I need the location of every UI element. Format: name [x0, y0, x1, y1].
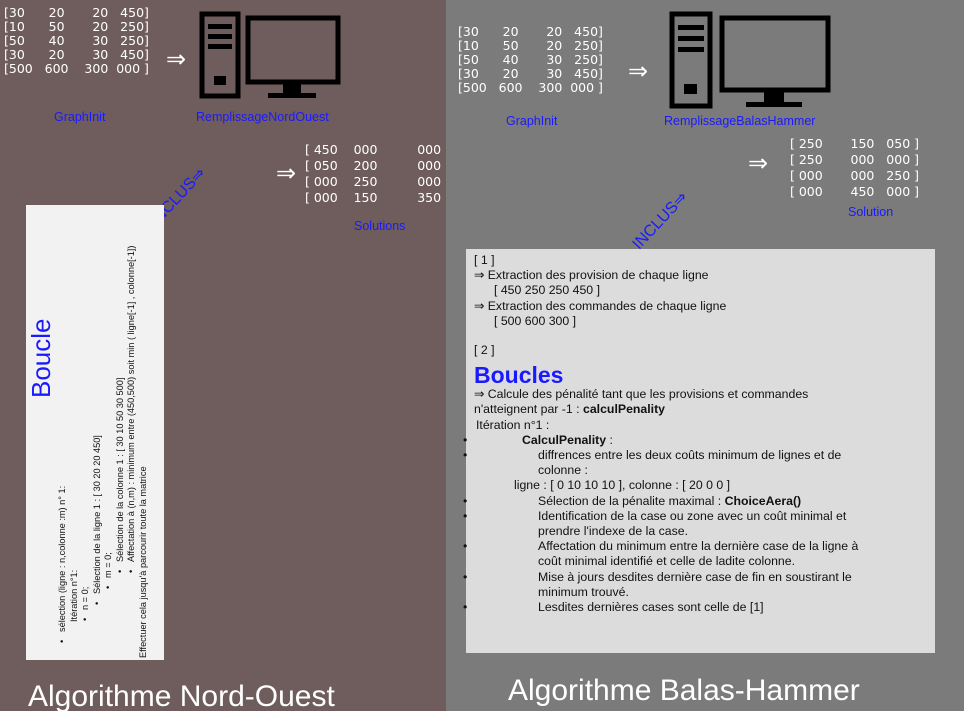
solutions-matrix: [ 450 000 000 ] [ 050 200 000 ] [ 000 25… [305, 142, 450, 205]
identification-item: Identification de la case ou zone avec u… [463, 509, 929, 524]
mise-a-jour-item: Mise à jours desdites dernière case de f… [463, 570, 929, 585]
extraction-commandes: ⇒ Extraction des commandes de chaque lig… [474, 298, 727, 313]
solution-label: Solution [848, 205, 894, 219]
affectation-item: Affectation du minimum entre la dernière… [463, 539, 929, 554]
ligne-colonne-values: ligne : [ 0 10 10 10 ], colonne : [ 20 0… [514, 478, 731, 493]
calc-line-a: ⇒ Calcule des pénalité tant que les prov… [474, 387, 809, 402]
loop-line: Itération n°1: [68, 569, 79, 622]
solutions-label: Solutions [354, 219, 406, 233]
loop-line: m = 0; [103, 205, 115, 578]
selection-item: Sélection de la pénalite maximal : Choic… [463, 494, 929, 509]
extraction-provisions: ⇒ Extraction des provision de chaque lig… [474, 268, 709, 283]
right-arrow-icon: ⇒ [276, 160, 297, 187]
loop-line: Sélection de la colonne 1 : [ 30 10 50 3… [115, 205, 127, 562]
left-input-matrix: [30 20 20 450] [10 50 20 250] [50 40 30 … [4, 5, 149, 76]
computer-icon [669, 11, 831, 109]
provisions-values: [ 450 250 250 450 ] [494, 283, 600, 298]
nord-ouest-title: Algorithme Nord-Ouest [28, 680, 335, 713]
last-cases-item: Lesdites dernières cases sont celle de [… [463, 600, 929, 615]
remplissage-label: RemplissageBalasHammer [664, 114, 816, 128]
calc-line-b: n'atteignent par -1 : calculPenality [474, 402, 666, 417]
loop-line: Affectation à (n,m) : minimum entre (450… [126, 205, 138, 562]
right-arrow-icon: ⇒ [748, 150, 769, 177]
mise-a-jour-item-cont: minimum trouvé. [538, 584, 629, 599]
step-2-label: [ 2 ] [474, 343, 495, 358]
solution-matrix: [ 250 150 050 ] [ 250 000 000 ] [ 000 00… [790, 136, 920, 199]
loop-line: sélection (ligne : n,colonne :m) n° 1: [57, 205, 69, 632]
right-arrow-icon: ⇒ [166, 46, 187, 73]
diff-item: diffrences entre les deux coûts minimum … [463, 448, 929, 463]
identification-item-cont: prendre l'indexe de la case. [538, 524, 689, 539]
right-input-matrix: [30 20 20 450] [10 50 20 250] [50 40 30 … [458, 24, 603, 95]
step-1-label: [ 1 ] [474, 253, 495, 267]
nord-ouest-loop-box: Boucle sélection (ligne : n,colonne :m) … [26, 205, 164, 660]
right-arrow-icon: ⇒ [628, 58, 649, 85]
computer-icon [199, 11, 341, 99]
affectation-item-cont: coût minimal identifié et celle de ladit… [538, 554, 796, 569]
balas-hammer-text-box: [ 1 ] ⇒ Extraction des provision de chaq… [463, 249, 935, 653]
iteration-label: Itération n°1 : [476, 417, 550, 432]
loop-line: Sélection de la ligne 1 : [ 30 20 20 450… [92, 205, 104, 594]
calcul-penality-item: CalculPenality : [463, 433, 929, 448]
graphinit-label: GraphInit [506, 114, 558, 128]
balas-hammer-title: Algorithme Balas-Hammer [508, 674, 860, 707]
loops-heading: Boucles [474, 362, 564, 389]
loop-line: Effectuer cela jusqu'à parcourir toute l… [137, 466, 148, 658]
loop-line: n = 0; [80, 205, 92, 610]
commandes-values: [ 500 600 300 ] [494, 313, 577, 328]
loop-heading: Boucle [26, 318, 56, 399]
diff-item-cont: colonne : [538, 463, 588, 478]
remplissage-label: RemplissageNordOuest [196, 110, 329, 124]
graphinit-label: GraphInit [54, 110, 106, 124]
